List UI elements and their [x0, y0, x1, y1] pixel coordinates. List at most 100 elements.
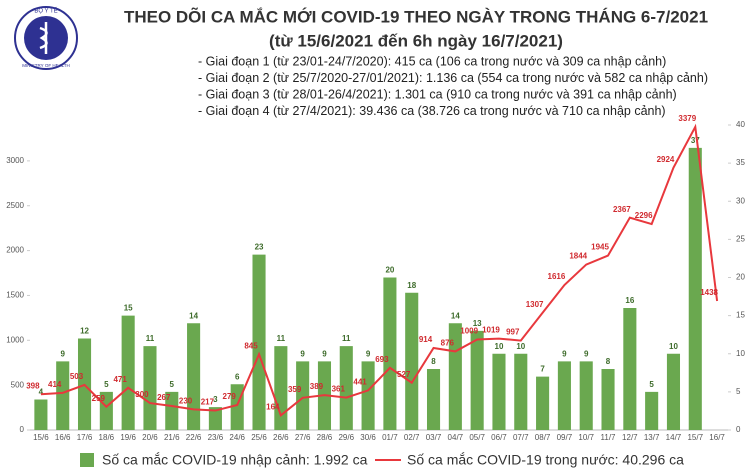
line-value-label: 1616	[548, 272, 566, 281]
bar-value-label: 7	[540, 365, 545, 374]
bar-value-label: 11	[146, 334, 155, 343]
line-value-label: 2924	[657, 155, 675, 164]
x-tick-label: 12/7	[622, 433, 638, 442]
bar	[274, 346, 288, 430]
x-tick-label: 22/6	[186, 433, 202, 442]
x-tick-label: 17/6	[77, 433, 93, 442]
bar	[579, 361, 593, 430]
logo-top: BỘ Y TẾ	[34, 8, 57, 15]
bar	[252, 254, 266, 430]
bar-value-label: 11	[342, 334, 351, 343]
y2-tick-label: 15	[736, 311, 745, 320]
y-tick-label: 2500	[6, 201, 24, 210]
bar-value-label: 4	[39, 388, 44, 397]
y-tick-label: 0	[20, 425, 25, 434]
x-tick-label: 04/7	[448, 433, 464, 442]
x-tick-label: 09/7	[557, 433, 573, 442]
x-tick-label: 13/7	[644, 433, 660, 442]
bar-value-label: 14	[189, 311, 198, 320]
bar-value-label: 9	[366, 349, 371, 358]
x-tick-label: 21/6	[164, 433, 180, 442]
x-tick-label: 19/6	[120, 433, 136, 442]
y2-tick-label: 20	[736, 273, 745, 282]
line-value-label: 267	[157, 393, 171, 402]
y-tick-label: 2000	[6, 246, 24, 255]
y2-tick-label: 0	[736, 425, 741, 434]
bar-value-label: 8	[606, 357, 611, 366]
x-tick-label: 11/7	[601, 433, 617, 442]
x-tick-label: 24/6	[229, 433, 245, 442]
x-tick-label: 25/6	[251, 433, 267, 442]
y-tick-label: 1500	[6, 291, 24, 300]
bar	[56, 361, 70, 430]
y2-tick-label: 25	[736, 234, 745, 243]
bar	[121, 315, 135, 430]
bar	[99, 391, 113, 430]
line-value-label: 398	[26, 381, 40, 390]
x-tick-label: 06/7	[491, 433, 507, 442]
logo-bottom: MINISTRY OF HEALTH	[22, 63, 70, 68]
bar-value-label: 3	[213, 395, 218, 404]
line-value-label: 527	[397, 370, 411, 379]
bar	[405, 292, 419, 430]
x-tick-label: 28/6	[317, 433, 333, 442]
line-value-label: 1438	[700, 288, 718, 297]
x-tick-label: 01/7	[382, 433, 398, 442]
legend-swatch	[80, 453, 94, 467]
line-value-label: 3379	[678, 114, 696, 123]
bar-value-label: 6	[235, 372, 240, 381]
x-tick-label: 05/7	[469, 433, 485, 442]
bar	[470, 330, 484, 430]
bar-value-label: 16	[625, 296, 634, 305]
bar-value-label: 37	[691, 136, 700, 145]
bar	[383, 277, 397, 430]
line-value-label: 1009	[460, 327, 478, 336]
line-value-label: 441	[353, 378, 367, 387]
line-value-label: 2367	[613, 205, 631, 214]
bar-value-label: 11	[277, 334, 286, 343]
line	[40, 123, 719, 417]
y-tick-label: 500	[11, 380, 25, 389]
bar	[514, 353, 528, 430]
x-tick-label: 15/6	[33, 433, 49, 442]
y-tick-label: 1000	[6, 335, 24, 344]
line-value-label: 279	[223, 392, 237, 401]
line-value-label: 2296	[635, 211, 653, 220]
line-value-label: 361	[332, 385, 346, 394]
y2-tick-label: 10	[736, 349, 745, 358]
bar	[688, 147, 702, 430]
line-value-label: 471	[113, 375, 127, 384]
note: - Giai đoạn 4 (từ 27/4/2021): 39.436 ca …	[198, 104, 666, 118]
bar	[623, 308, 637, 430]
bar-value-label: 15	[124, 304, 133, 313]
bar-value-label: 9	[60, 349, 65, 358]
line-value-label: 1019	[482, 326, 500, 335]
line-value-label: 164	[266, 402, 280, 411]
line-value-label: 845	[244, 341, 258, 350]
y-tick-label: 3000	[6, 156, 24, 165]
bar	[361, 361, 375, 430]
bar	[34, 399, 48, 430]
bar	[666, 353, 681, 430]
x-tick-label: 08/7	[535, 433, 551, 442]
x-tick-label: 20/6	[142, 433, 158, 442]
bar-value-label: 23	[255, 243, 264, 252]
bar	[557, 361, 571, 430]
bar-value-label: 10	[495, 342, 504, 351]
bar-value-label: 20	[385, 266, 394, 275]
chart-title: THEO DÕI CA MẮC MỚI COVID-19 THEO NGÀY T…	[124, 6, 708, 26]
line-value-label: 1307	[526, 300, 544, 309]
line-value-label: 693	[375, 355, 389, 364]
y2-tick-label: 30	[736, 196, 745, 205]
bar	[492, 353, 506, 430]
bar	[536, 376, 550, 430]
bar-value-label: 8	[431, 357, 436, 366]
line-value-label: 1844	[569, 252, 587, 261]
bar-value-label: 14	[451, 311, 460, 320]
bar	[426, 369, 441, 430]
line-value-label: 914	[419, 335, 433, 344]
y2-tick-label: 35	[736, 158, 745, 167]
bar	[645, 391, 659, 430]
x-tick-label: 14/7	[666, 433, 682, 442]
